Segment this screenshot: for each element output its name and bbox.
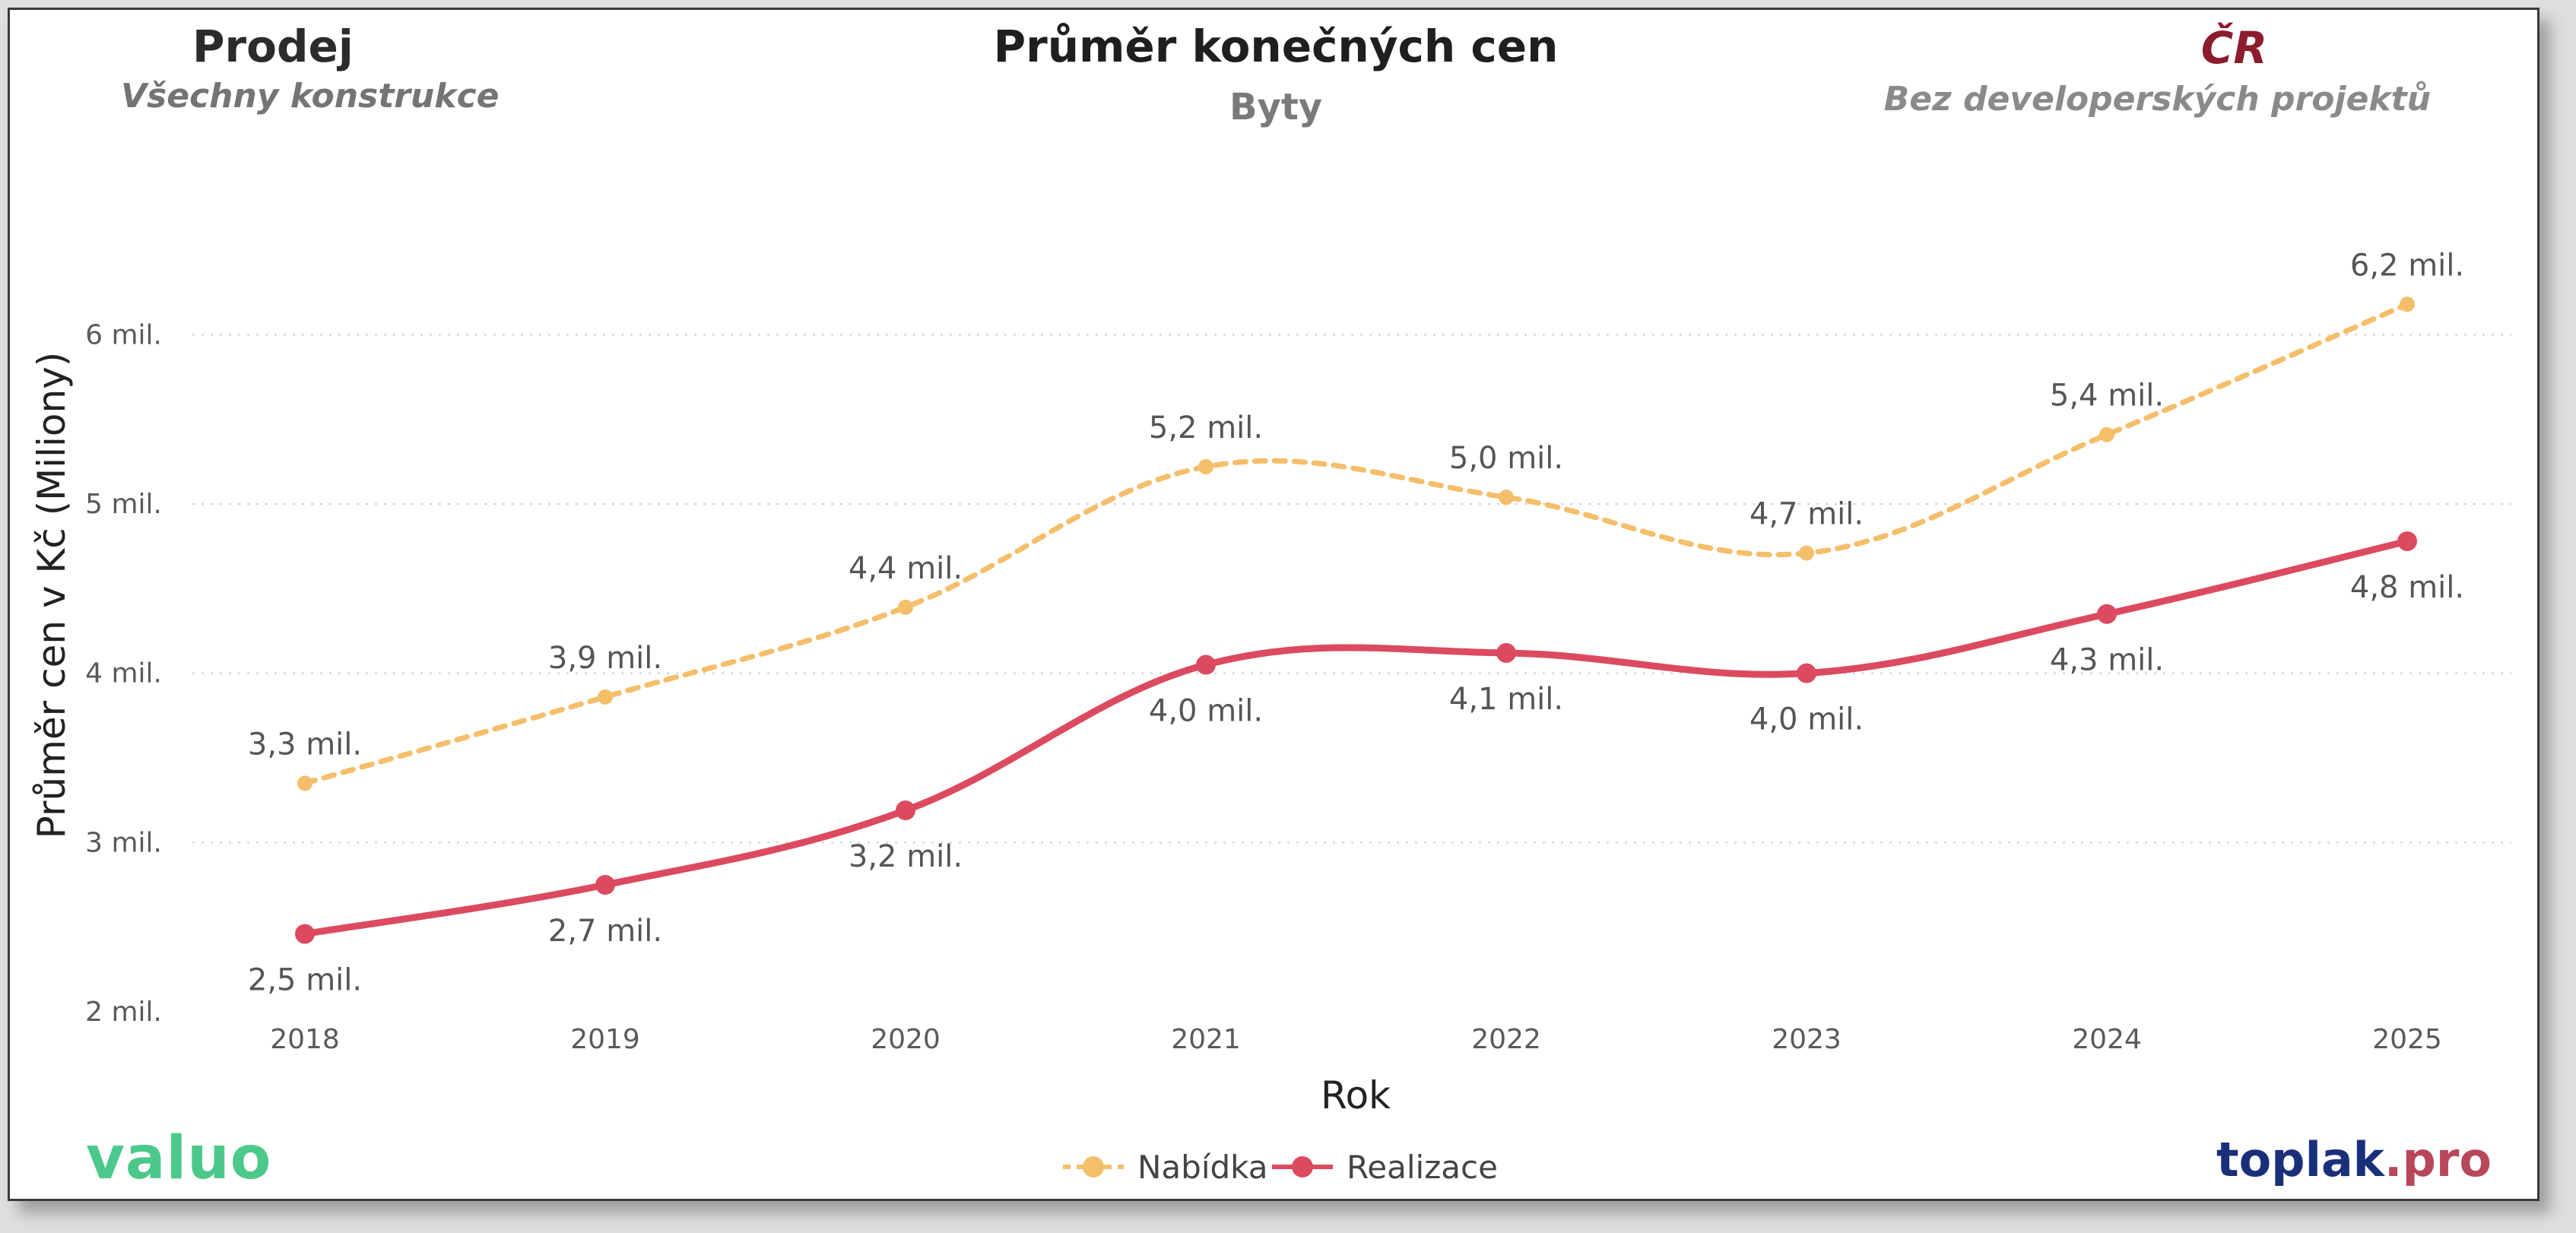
toplak-logo-part2: .pro — [2384, 1132, 2492, 1187]
data-point[interactable] — [297, 775, 312, 791]
chart-title: Průměr konečných cen — [993, 21, 1559, 72]
data-point[interactable] — [1196, 655, 1216, 675]
data-point[interactable] — [2400, 296, 2415, 312]
data-label: 2,7 mil. — [548, 914, 662, 949]
data-point[interactable] — [2099, 426, 2114, 442]
data-point[interactable] — [295, 924, 315, 944]
data-label: 5,0 mil. — [1449, 441, 1563, 476]
x-tick-label: 2021 — [1171, 1024, 1241, 1055]
data-point[interactable] — [896, 800, 915, 821]
x-tick-label: 2025 — [2372, 1024, 2442, 1055]
x-tick-label: 2023 — [1772, 1024, 1842, 1055]
data-point[interactable] — [2397, 531, 2417, 551]
toplak-logo: toplak.pro — [2216, 1132, 2492, 1187]
x-tick-label: 2019 — [570, 1024, 640, 1055]
x-tick-label: 2018 — [270, 1024, 340, 1055]
x-axis-title: Rok — [1321, 1073, 1391, 1117]
region-title: ČR — [2200, 22, 2267, 74]
legend-swatch-marker — [1292, 1156, 1313, 1178]
data-point[interactable] — [598, 689, 613, 705]
y-axis-title: Průměr cen v Kč (Miliony) — [30, 352, 74, 839]
data-label: 3,9 mil. — [548, 641, 662, 676]
series-lines: 3,3 mil. 3,9 mil. 4,4 mil. 5,2 mil. 5,0 mil.… — [248, 248, 2464, 997]
series-line — [302, 301, 2410, 786]
region-subtitle: Bez developerských projektů — [1883, 80, 2431, 119]
data-label: 2,5 mil. — [248, 963, 362, 998]
data-point[interactable] — [898, 599, 913, 615]
y-tick-label: 2 mil. — [85, 997, 162, 1028]
legend[interactable]: Nabídka Realizace — [1063, 1149, 1498, 1186]
data-point[interactable] — [1499, 490, 1514, 506]
y-tick-label: 6 mil. — [85, 319, 162, 350]
toplak-logo-part1: toplak — [2216, 1132, 2384, 1187]
legend-item-nabidka[interactable]: Nabídka — [1063, 1149, 1267, 1186]
data-label: 4,3 mil. — [2050, 643, 2164, 678]
data-label: 6,2 mil. — [2350, 248, 2464, 283]
data-label: 5,4 mil. — [2050, 379, 2164, 414]
valuo-logo: valuo — [86, 1124, 272, 1193]
data-point[interactable] — [2097, 604, 2117, 624]
data-point[interactable] — [1198, 459, 1213, 475]
y-tick-label: 5 mil. — [85, 489, 162, 520]
data-label: 4,8 mil. — [2350, 570, 2464, 605]
data-label: 3,3 mil. — [248, 727, 362, 762]
data-label: 5,2 mil. — [1149, 410, 1263, 445]
x-tick-label: 2024 — [2072, 1024, 2142, 1055]
data-label: 4,0 mil. — [1149, 694, 1263, 729]
data-label: 4,7 mil. — [1750, 497, 1864, 532]
x-axis-ticks: 2018 2019 2020 2021 2022 2023 2024 2025 — [270, 1024, 2442, 1055]
data-point[interactable] — [595, 875, 615, 895]
series-nabidka: 3,3 mil. 3,9 mil. 4,4 mil. 5,2 mil. 5,0 mil.… — [248, 248, 2464, 791]
chart-card: Prodej Všechny konstrukce Průměr konečný… — [8, 8, 2540, 1201]
data-point[interactable] — [1799, 545, 1814, 561]
data-point[interactable] — [1496, 642, 1516, 663]
legend-label: Realizace — [1347, 1149, 1498, 1186]
data-label: 4,0 mil. — [1750, 702, 1864, 737]
x-tick-label: 2022 — [1471, 1024, 1541, 1055]
legend-swatch-marker — [1083, 1156, 1104, 1178]
x-tick-label: 2020 — [871, 1024, 941, 1055]
y-axis-ticks: 2 mil. 3 mil. 4 mil. 5 mil. 6 mil. — [85, 319, 162, 1028]
grid-lines — [192, 334, 2511, 844]
y-tick-label: 3 mil. — [85, 827, 162, 858]
left-subtitle: Všechny konstrukce — [121, 77, 500, 116]
line-chart: 2 mil.3 mil.4 mil.5 mil.6 mil. 2018 2019 2… — [30, 248, 2511, 1186]
legend-item-realizace[interactable]: Realizace — [1272, 1149, 1498, 1186]
legend-label: Nabídka — [1137, 1149, 1267, 1186]
series-line — [301, 537, 2411, 938]
data-point[interactable] — [1797, 663, 1816, 683]
left-title: Prodej — [192, 21, 354, 72]
series-realizace: 2,5 mil. 2,7 mil. 3,2 mil. 4,0 mil. 4,1 mil.… — [248, 531, 2464, 998]
data-label: 4,1 mil. — [1449, 682, 1563, 717]
y-tick-label: 4 mil. — [85, 658, 162, 689]
data-label: 3,2 mil. — [849, 839, 963, 874]
chart-subtitle: Byty — [1229, 86, 1323, 128]
data-label: 4,4 mil. — [849, 551, 963, 586]
